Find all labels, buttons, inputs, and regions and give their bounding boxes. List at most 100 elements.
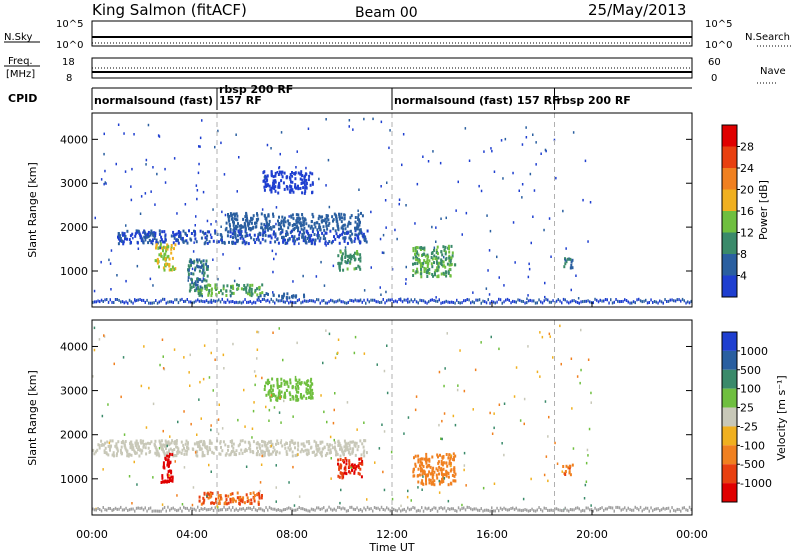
range-cell <box>145 452 148 456</box>
range-cell <box>292 465 294 469</box>
range-cell <box>212 389 214 392</box>
range-cell <box>92 448 95 452</box>
ground-scatter-cell <box>545 507 547 510</box>
range-cell <box>197 445 200 449</box>
range-cell <box>289 188 292 192</box>
range-cell <box>202 278 205 282</box>
range-cell <box>162 249 164 253</box>
ground-scatter-cell <box>300 507 302 511</box>
range-cell <box>438 482 441 486</box>
range-cell <box>305 222 308 226</box>
range-cell <box>285 389 288 392</box>
ground-scatter-cell <box>160 299 162 303</box>
ground-scatter-cell <box>484 508 486 512</box>
range-cell <box>366 498 368 501</box>
range-cell <box>238 230 241 234</box>
range-cell <box>359 259 362 263</box>
range-cell <box>265 225 268 229</box>
ground-scatter-cell <box>183 505 185 509</box>
range-cell <box>442 271 445 275</box>
range-cell <box>248 442 251 446</box>
ground-scatter-cell <box>491 506 493 510</box>
ground-scatter-cell <box>536 508 538 512</box>
range-cell <box>361 214 364 218</box>
ground-scatter-cell <box>676 507 678 511</box>
ground-scatter-cell <box>450 507 453 511</box>
range-cell <box>164 443 167 447</box>
range-cell <box>424 267 427 271</box>
range-cell <box>218 291 220 294</box>
range-cell <box>439 468 442 472</box>
ground-scatter-cell <box>113 301 115 304</box>
range-cell <box>419 466 422 470</box>
ground-scatter-cell <box>144 506 146 510</box>
ground-scatter-cell <box>165 301 167 305</box>
range-cell <box>303 231 306 235</box>
range-cell <box>189 353 191 357</box>
range-cell <box>207 283 210 287</box>
range-cell <box>184 442 187 446</box>
ground-scatter-cell <box>515 300 517 304</box>
range-cell <box>412 468 415 472</box>
range-cell <box>313 450 315 454</box>
range-cell <box>298 233 301 237</box>
range-cell <box>554 441 556 445</box>
range-cell <box>348 464 351 468</box>
range-cell <box>344 253 347 257</box>
ground-scatter-cell <box>459 301 461 305</box>
range-cell <box>103 451 106 454</box>
range-cell <box>142 439 145 443</box>
range-cell <box>340 446 343 450</box>
ground-scatter-cell <box>435 299 437 303</box>
ground-scatter-cell <box>151 509 153 513</box>
range-cell <box>106 440 109 444</box>
range-cell <box>303 183 306 187</box>
range-cell <box>299 450 302 454</box>
ground-scatter-cell <box>274 507 276 511</box>
range-cell <box>206 234 209 238</box>
range-cell <box>444 265 447 269</box>
range-cell <box>309 226 312 230</box>
ground-scatter-cell <box>599 507 601 510</box>
range-cell <box>330 477 332 480</box>
ground-scatter-cell <box>335 508 337 512</box>
range-cell <box>306 448 309 452</box>
range-cell <box>438 465 441 469</box>
range-cell <box>199 145 201 148</box>
range-cell <box>298 242 300 245</box>
ground-scatter-cell <box>163 506 166 509</box>
range-cell <box>431 468 434 472</box>
ground-scatter-cell <box>144 300 146 304</box>
ground-scatter-cell <box>244 298 246 302</box>
range-cell <box>244 215 247 219</box>
range-cell <box>271 249 274 253</box>
ground-scatter-cell <box>352 299 355 303</box>
range-cell <box>182 443 185 447</box>
range-cell <box>210 351 212 355</box>
range-cell <box>363 421 365 424</box>
range-cell <box>338 441 340 445</box>
ground-scatter-cell <box>281 509 283 513</box>
range-cell <box>379 237 382 241</box>
range-cell <box>313 222 316 226</box>
range-cell <box>295 225 298 229</box>
range-cell <box>93 289 96 293</box>
ground-scatter-cell <box>333 300 335 304</box>
ground-scatter-cell <box>428 300 430 304</box>
ground-scatter-cell <box>151 301 153 305</box>
ground-scatter-cell <box>321 299 323 303</box>
range-cell <box>561 470 563 473</box>
range-cell <box>356 227 359 231</box>
range-cell <box>103 182 105 186</box>
range-cell <box>448 256 451 260</box>
range-cell <box>154 439 157 443</box>
range-cell <box>230 213 233 217</box>
range-cell <box>310 377 313 381</box>
range-cell <box>441 419 443 423</box>
range-cell <box>268 223 271 226</box>
range-cell <box>355 233 358 237</box>
range-cell <box>295 398 298 402</box>
colorbar-swatch <box>722 445 737 465</box>
range-cell <box>163 254 166 258</box>
ground-scatter-cell <box>417 508 419 512</box>
